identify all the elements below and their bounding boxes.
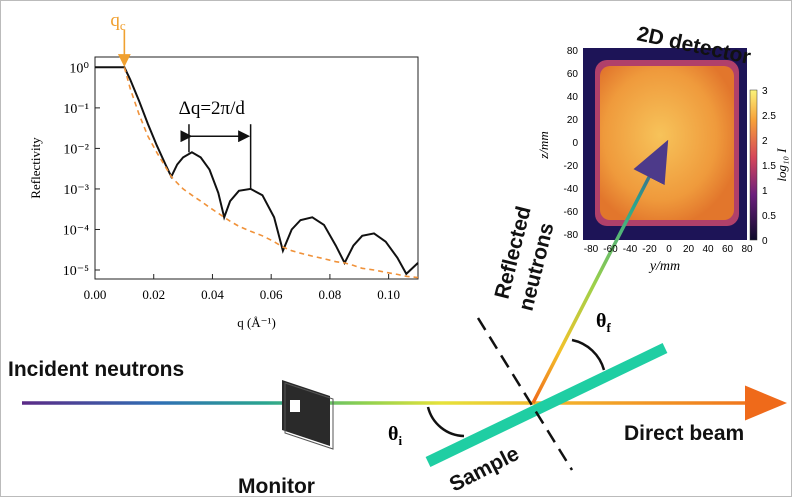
reflected-beam <box>531 139 669 404</box>
monitor-window <box>290 400 300 412</box>
detector-z-tick: 40 <box>567 92 579 103</box>
x-axis-label: q (Å⁻¹) <box>237 315 276 330</box>
x-tick-label: 0.06 <box>260 287 283 302</box>
detector-z-tick: 0 <box>572 138 578 149</box>
detector-z-label: z/mm <box>536 131 551 159</box>
monitor <box>282 380 334 450</box>
colorbar-tick: 2 <box>762 136 768 147</box>
detector-spot <box>600 66 734 220</box>
detector-z-tick: 60 <box>567 69 579 80</box>
detector-x-label: y/mm <box>648 259 680 274</box>
detector-x-tick: -20 <box>642 244 657 255</box>
monitor-edge <box>284 382 334 450</box>
detector-x-tick: 80 <box>741 244 753 255</box>
x-tick-label: 0.02 <box>142 287 165 302</box>
colorbar-tick: 1 <box>762 186 768 197</box>
x-tick-label: 0.10 <box>377 287 400 302</box>
normal-line <box>476 317 574 471</box>
theta-main: θ <box>388 423 398 445</box>
monitor-label: Monitor <box>238 475 315 497</box>
incident-label: Incident neutrons <box>8 358 184 381</box>
angle-i <box>426 406 465 438</box>
qc-sub: c <box>120 18 126 33</box>
y-tick-label: 10⁻⁴ <box>63 223 89 238</box>
colorbar-label: log₁₀ I <box>774 148 789 182</box>
detector-z-tick: -80 <box>564 230 579 241</box>
colorbar-tick: 0 <box>762 236 768 247</box>
detector-x-tick: -80 <box>584 244 599 255</box>
sample <box>425 343 668 467</box>
theta-i: θi <box>388 423 402 448</box>
x-tick-label: 0.08 <box>319 287 342 302</box>
qc-label: qc <box>110 10 126 33</box>
colorbar-tick: 1.5 <box>762 161 776 172</box>
detector-x-tick: 60 <box>722 244 734 255</box>
detector-z-tick: -20 <box>564 161 579 172</box>
detector-z-tick: -60 <box>564 207 579 218</box>
y-axis-label: Reflectivity <box>28 137 43 199</box>
plot-frame <box>94 56 419 280</box>
theta-main: θ <box>596 310 606 332</box>
detector-z-tick: 20 <box>567 115 579 126</box>
detector-z-tick: -40 <box>564 184 579 195</box>
colorbar-tick: 0.5 <box>762 211 776 222</box>
detector-x-tick: -40 <box>623 244 638 255</box>
detector-x-tick: 0 <box>666 244 672 255</box>
colorbar <box>749 89 758 241</box>
detector-x-tick: 20 <box>683 244 695 255</box>
x-tick-label: 0.00 <box>84 287 107 302</box>
dq-label: Δq=2π/d <box>179 98 246 119</box>
y-tick-label: 10⁻¹ <box>63 102 89 117</box>
colorbar-tick: 2.5 <box>762 111 776 122</box>
detector-x-tick: -60 <box>603 244 618 255</box>
monitor-plate <box>282 380 330 446</box>
direct-label: Direct beam <box>624 422 744 445</box>
detector-x-tick: 40 <box>702 244 714 255</box>
theta-sub: i <box>398 433 402 448</box>
detector <box>583 48 758 241</box>
detector-z-tick: 80 <box>567 46 579 57</box>
reflectivity-plot: 0.00 0.02 0.04 0.06 0.08 0.10 10⁰ 10⁻¹ 10⁻² 10⁻³ 1… <box>28 10 419 330</box>
y-tick-label: 10⁰ <box>69 61 89 76</box>
colorbar-tick: 3 <box>762 86 768 97</box>
y-tick-label: 10⁻³ <box>63 183 89 198</box>
y-tick-label: 10⁻² <box>63 142 89 157</box>
angle-f <box>571 338 606 371</box>
x-tick-label: 0.04 <box>201 287 224 302</box>
series-line <box>123 67 419 279</box>
theta-sub: f <box>606 320 611 335</box>
series-line <box>95 66 419 276</box>
qc-main: q <box>110 10 120 31</box>
theta-f: θf <box>596 310 611 335</box>
y-tick-label: 10⁻⁵ <box>63 264 89 279</box>
